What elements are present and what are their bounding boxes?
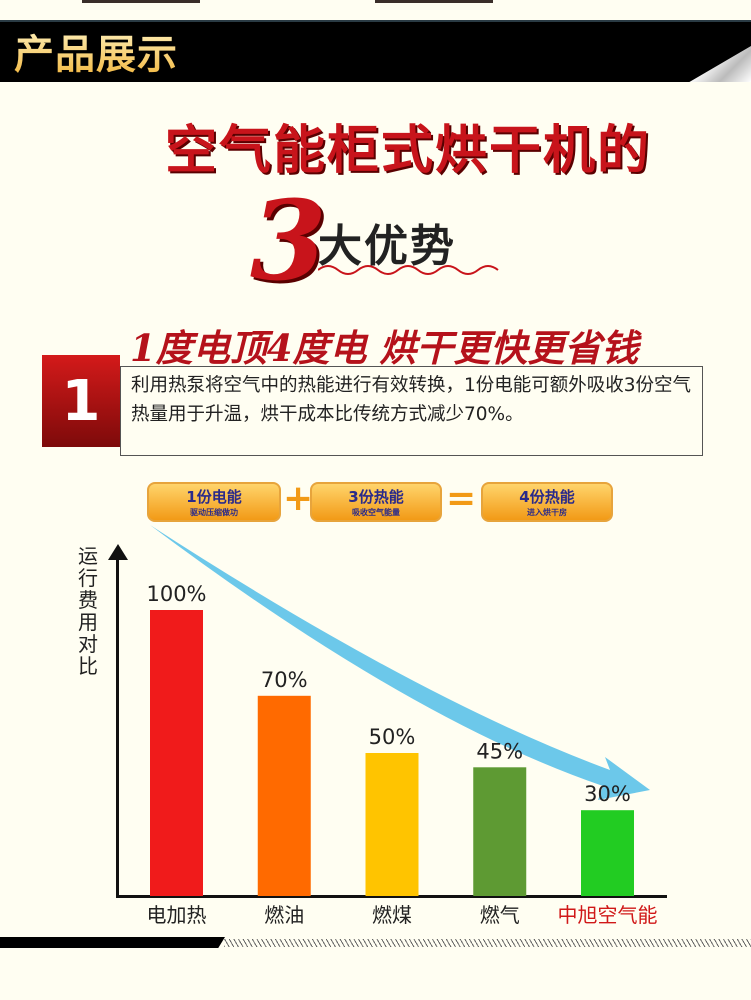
- wave-underline: [318, 265, 499, 275]
- equation-item: 3份热能吸收空气能量: [310, 482, 442, 522]
- bar-value-label: 70%: [261, 668, 308, 692]
- plus-sign: +: [283, 478, 314, 519]
- headline: 空气能柜式烘干机的: [165, 121, 652, 181]
- y-axis-label: 运行费用对比: [78, 544, 98, 678]
- bar-value-label: 45%: [476, 739, 523, 763]
- equation-sub: 进入烘干房: [527, 508, 567, 517]
- category-label: 电加热: [147, 903, 207, 927]
- y-axis-arrow-icon: [108, 544, 128, 560]
- category-label: 燃气: [480, 903, 520, 927]
- banner-title: 产品展示: [14, 22, 178, 80]
- bar: [257, 695, 311, 896]
- category-label: 燃油: [264, 903, 304, 927]
- bar: [473, 767, 527, 896]
- bar-value-label: 100%: [146, 582, 206, 606]
- footer-hatch: [224, 939, 751, 947]
- equation-item: 4份热能进入烘干房: [481, 482, 613, 522]
- bar-value-label: 50%: [369, 725, 416, 749]
- top-strip: [375, 0, 493, 3]
- footer-divider: [0, 937, 225, 948]
- category-label: 中旭空气能: [558, 903, 658, 927]
- y-axis: [116, 556, 119, 898]
- trend-arrow: [150, 525, 650, 800]
- equation-sub: 吸收空气能量: [352, 508, 400, 517]
- headline-sub: 大优势: [318, 221, 456, 272]
- headline-number: 3: [250, 176, 327, 305]
- equation-title: 1份电能: [186, 488, 242, 506]
- equation-title: 4份热能: [519, 488, 575, 506]
- bar: [365, 753, 419, 896]
- top-strip: [82, 0, 200, 3]
- equation-title: 3份热能: [348, 488, 404, 506]
- advantage-number: 1: [42, 355, 120, 447]
- category-label: 燃煤: [372, 903, 412, 927]
- x-axis: [116, 895, 667, 898]
- advantage-description: 利用热泵将空气中的热能进行有效转换，1份电能可额外吸收3份空气热量用于升温，烘干…: [120, 366, 703, 456]
- bar: [150, 610, 203, 896]
- equation-item: 1份电能驱动压缩做功: [147, 482, 281, 522]
- advantage-slogan: 1度电顶4度电 烘干更快更省钱: [130, 326, 639, 370]
- equals-sign: =: [446, 478, 477, 519]
- section-banner: [0, 20, 751, 82]
- equation-sub: 驱动压缩做功: [190, 508, 238, 517]
- bar-value-label: 30%: [584, 782, 631, 806]
- bar: [581, 810, 634, 896]
